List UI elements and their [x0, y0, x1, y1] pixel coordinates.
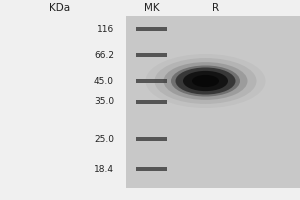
Ellipse shape	[176, 68, 236, 95]
Bar	[126, 16, 300, 188]
Bar	[136, 79, 167, 83]
Ellipse shape	[164, 62, 247, 100]
Ellipse shape	[154, 58, 256, 104]
Ellipse shape	[183, 71, 228, 91]
Bar	[136, 100, 167, 104]
Text: 66.2: 66.2	[94, 50, 114, 60]
Bar	[136, 137, 167, 141]
Text: MK: MK	[144, 3, 159, 13]
Ellipse shape	[192, 75, 219, 87]
Text: 116: 116	[97, 24, 114, 33]
Bar	[136, 53, 167, 57]
Text: 45.0: 45.0	[94, 76, 114, 86]
Text: R: R	[212, 3, 220, 13]
Bar	[136, 167, 167, 171]
Bar	[136, 27, 167, 31]
Text: 18.4: 18.4	[94, 164, 114, 173]
Ellipse shape	[171, 65, 240, 97]
Text: KDa: KDa	[50, 3, 70, 13]
Text: 35.0: 35.0	[94, 98, 114, 106]
Text: 25.0: 25.0	[94, 134, 114, 144]
Ellipse shape	[146, 54, 266, 108]
